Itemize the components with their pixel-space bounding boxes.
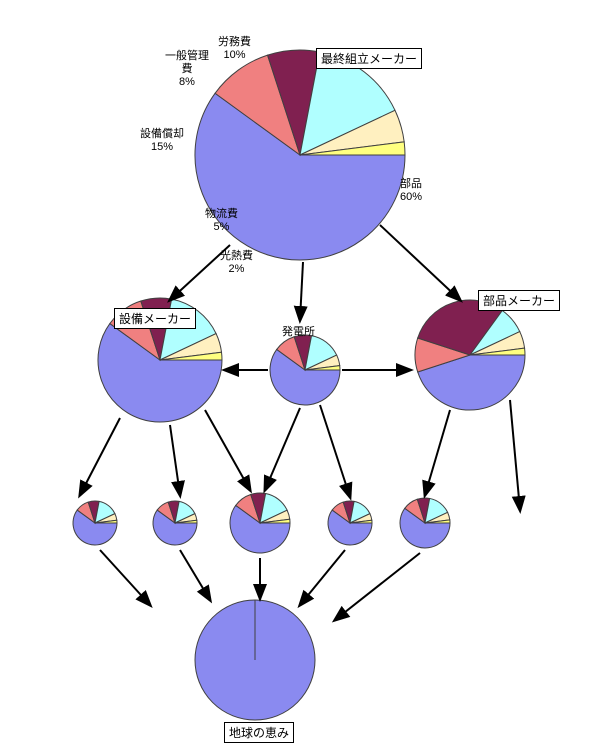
slice-label: 発電所	[282, 326, 315, 339]
flow-arrow	[170, 425, 180, 495]
node-label-box: 設備メーカー	[114, 308, 196, 329]
node-label-box: 部品メーカー	[478, 290, 560, 311]
flow-arrow	[510, 400, 520, 510]
flow-arrow	[335, 553, 420, 620]
pie-s3	[230, 493, 290, 553]
pie-parts	[415, 300, 525, 410]
flow-arrow	[300, 550, 345, 605]
slice-label: 物流費5%	[205, 208, 238, 234]
pie-s5	[400, 498, 450, 548]
arrows-layer	[80, 225, 520, 620]
pie-earth	[195, 600, 315, 720]
pie-power	[270, 335, 340, 405]
diagram-canvas	[0, 0, 600, 732]
flow-arrow	[180, 550, 210, 600]
slice-label: 労務費10%	[218, 36, 251, 62]
pie-s4	[328, 501, 372, 545]
pie-s1	[73, 501, 117, 545]
slice-label: 光熱費2%	[220, 250, 253, 276]
slice-label: 部品60%	[400, 178, 422, 204]
flow-arrow	[100, 550, 150, 605]
flow-arrow	[80, 418, 120, 495]
slice-label: 一般管理費8%	[165, 50, 209, 90]
node-label-box: 最終組立メーカー	[316, 48, 422, 69]
flow-arrow	[265, 408, 300, 490]
flow-arrow	[320, 405, 350, 497]
slice-label: 設備償却15%	[140, 128, 184, 154]
node-label-box: 地球の恵み	[224, 722, 294, 743]
flow-arrow	[205, 410, 250, 490]
pie-s2	[153, 501, 197, 545]
flow-arrow	[300, 262, 303, 320]
flow-arrow	[380, 225, 460, 300]
flow-arrow	[425, 410, 450, 495]
